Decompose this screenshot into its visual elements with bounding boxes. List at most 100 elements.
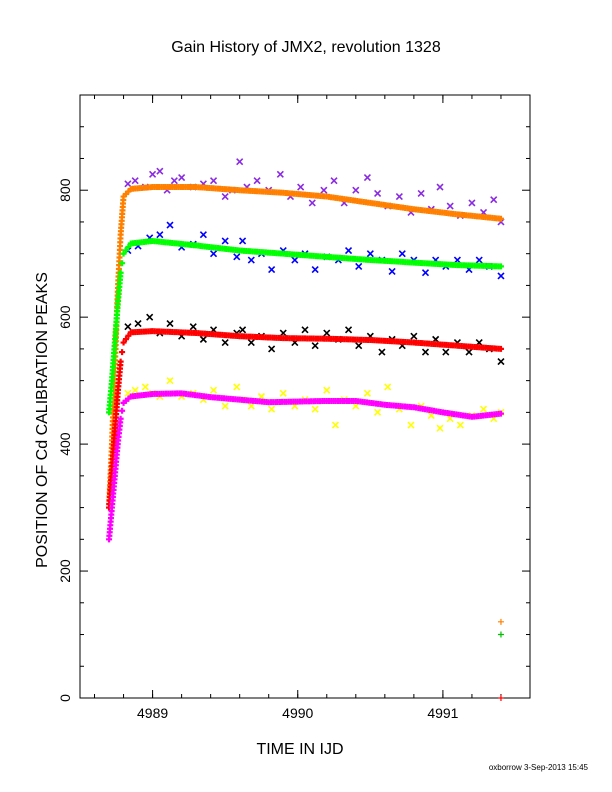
data-point bbox=[221, 402, 229, 410]
data-point bbox=[253, 177, 261, 185]
series-layer bbox=[106, 158, 505, 701]
data-point bbox=[247, 338, 255, 347]
data-point bbox=[497, 215, 504, 222]
data-point bbox=[209, 177, 218, 185]
data-point bbox=[344, 246, 353, 255]
data-point bbox=[156, 231, 164, 239]
data-point bbox=[239, 326, 247, 334]
data-point bbox=[374, 189, 382, 197]
y-tick-label: 800 bbox=[57, 178, 73, 202]
data-point bbox=[497, 272, 505, 280]
data-point bbox=[497, 263, 504, 270]
data-point bbox=[170, 177, 178, 185]
data-point bbox=[120, 339, 127, 346]
data-point bbox=[468, 199, 476, 207]
data-point bbox=[320, 186, 328, 194]
data-point bbox=[436, 183, 444, 191]
data-point bbox=[374, 408, 382, 416]
data-point bbox=[479, 405, 488, 413]
axis-ticks: 4989 4990 4991 0 200 400 600 800 bbox=[57, 95, 531, 721]
data-point bbox=[352, 186, 360, 194]
data-point bbox=[388, 267, 396, 276]
plot-border bbox=[79, 94, 531, 699]
data-point bbox=[233, 253, 241, 261]
series-lower-fit bbox=[106, 390, 504, 543]
series-second-fit bbox=[106, 237, 504, 416]
data-point bbox=[119, 349, 126, 356]
plot-frame bbox=[79, 94, 531, 699]
data-point bbox=[122, 336, 129, 343]
series-second-raw bbox=[124, 221, 505, 280]
data-point bbox=[166, 377, 174, 385]
data-point bbox=[421, 348, 430, 356]
data-point bbox=[355, 342, 363, 350]
data-point bbox=[149, 170, 157, 178]
x-tick-label: 4989 bbox=[137, 705, 168, 721]
data-point bbox=[268, 345, 276, 353]
data-point bbox=[384, 383, 392, 391]
data-point bbox=[236, 158, 244, 166]
data-point bbox=[156, 167, 164, 175]
data-point bbox=[323, 386, 331, 394]
data-point bbox=[436, 424, 444, 432]
data-point bbox=[117, 269, 124, 276]
series-lower-raw bbox=[124, 377, 505, 432]
data-point bbox=[330, 177, 338, 185]
data-point bbox=[166, 221, 174, 229]
data-point bbox=[199, 231, 207, 239]
data-point bbox=[497, 358, 505, 366]
data-point bbox=[122, 247, 129, 254]
chart-title: Gain History of JMX2, revolution 1328 bbox=[171, 39, 441, 56]
y-tick-label: 600 bbox=[57, 305, 73, 329]
data-point bbox=[233, 383, 241, 391]
data-point bbox=[417, 189, 425, 197]
data-point bbox=[247, 402, 255, 410]
data-point bbox=[291, 256, 299, 264]
data-point bbox=[331, 421, 340, 429]
data-point bbox=[247, 256, 255, 264]
data-point bbox=[221, 338, 229, 347]
series-third-fit bbox=[106, 328, 504, 511]
data-point bbox=[124, 323, 132, 331]
data-point bbox=[209, 250, 218, 258]
data-point bbox=[279, 389, 287, 397]
data-point bbox=[146, 313, 154, 321]
data-point bbox=[344, 326, 353, 334]
data-point bbox=[308, 199, 316, 207]
data-point bbox=[355, 262, 363, 270]
data-point bbox=[311, 405, 319, 413]
data-point bbox=[398, 250, 406, 258]
y-tick-label: 400 bbox=[57, 432, 73, 456]
data-point bbox=[378, 348, 386, 356]
data-point bbox=[178, 173, 186, 182]
data-point bbox=[407, 421, 415, 429]
data-point bbox=[497, 345, 504, 352]
data-point bbox=[465, 348, 473, 356]
data-point bbox=[475, 256, 483, 264]
series-outliers-2 bbox=[497, 631, 504, 638]
data-point bbox=[268, 405, 276, 413]
data-point bbox=[446, 202, 454, 210]
data-point bbox=[497, 695, 504, 701]
data-point bbox=[363, 389, 371, 397]
data-point bbox=[297, 183, 305, 191]
data-point bbox=[366, 250, 374, 258]
data-point bbox=[421, 269, 430, 277]
data-point bbox=[119, 260, 126, 267]
data-point bbox=[131, 177, 139, 185]
data-point bbox=[497, 618, 504, 625]
x-tick-label: 4990 bbox=[282, 705, 313, 721]
data-point bbox=[311, 265, 319, 274]
data-point bbox=[141, 383, 149, 391]
data-point bbox=[490, 196, 498, 204]
data-point bbox=[131, 386, 139, 394]
x-tick-label: 4991 bbox=[427, 705, 458, 721]
data-point bbox=[125, 332, 132, 339]
data-point bbox=[442, 348, 450, 356]
data-point bbox=[268, 265, 276, 274]
y-tick-label: 0 bbox=[57, 694, 73, 702]
data-point bbox=[239, 237, 247, 245]
data-point bbox=[497, 410, 504, 417]
data-point bbox=[199, 335, 207, 343]
y-tick-label: 200 bbox=[57, 559, 73, 583]
